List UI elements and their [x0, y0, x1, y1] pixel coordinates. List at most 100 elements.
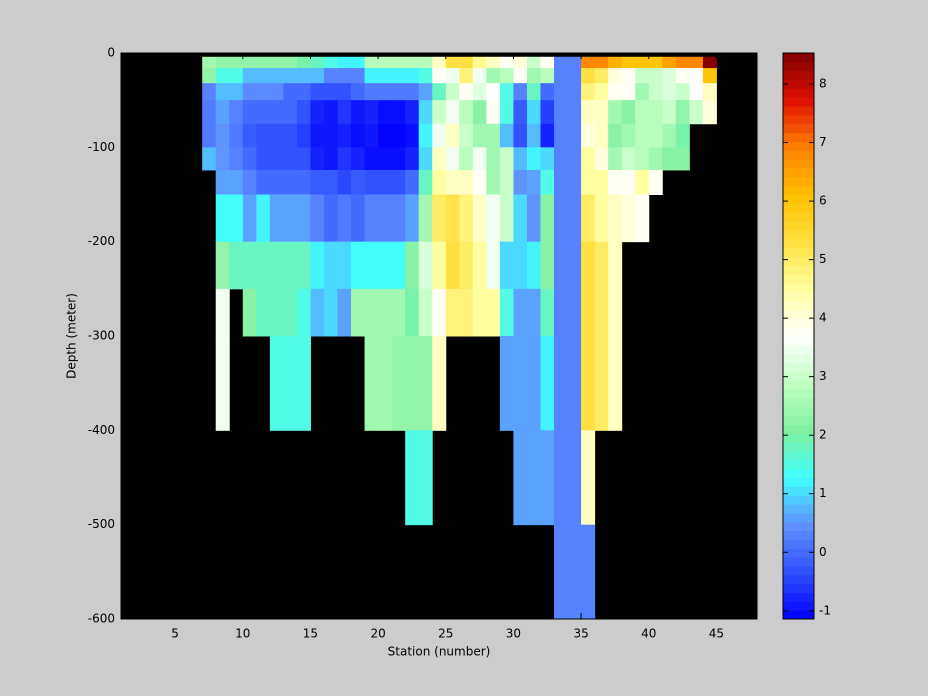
- cell: [675, 100, 690, 125]
- cell: [581, 430, 596, 526]
- cell: [675, 123, 690, 148]
- cell: [554, 288, 582, 337]
- cell: [405, 336, 420, 431]
- colorbar-step: [783, 238, 814, 249]
- cell: [594, 68, 609, 84]
- colorbar-step: [783, 114, 814, 125]
- cell: [242, 241, 257, 290]
- cell: [378, 288, 393, 337]
- cell: [229, 100, 244, 125]
- cell: [648, 56, 663, 69]
- cell: [554, 147, 582, 171]
- cell: [459, 147, 474, 171]
- cell: [283, 100, 298, 125]
- cell: [405, 68, 420, 84]
- cell: [391, 336, 406, 431]
- cell: [229, 83, 244, 101]
- cell: [310, 194, 325, 243]
- colorbar-step: [783, 495, 814, 505]
- colorbar-tick-label: -1: [819, 603, 831, 617]
- cell: [364, 83, 379, 101]
- colorbar-step: [783, 203, 814, 213]
- colorbar-step: [783, 450, 814, 461]
- colorbar-step: [783, 592, 814, 602]
- cell: [635, 169, 650, 195]
- cell: [608, 147, 623, 171]
- colorbar-step: [783, 565, 814, 576]
- cell: [283, 147, 298, 171]
- cell: [418, 194, 433, 243]
- cell: [418, 336, 433, 431]
- cell: [662, 56, 677, 69]
- cell: [675, 68, 690, 84]
- cell: [229, 123, 244, 148]
- cell: [445, 56, 460, 69]
- cell: [391, 100, 406, 125]
- cell: [621, 68, 636, 84]
- cell: [256, 68, 271, 84]
- colorbar-step: [783, 265, 814, 275]
- cell: [405, 100, 420, 125]
- cell: [242, 194, 257, 243]
- cell: [432, 288, 447, 337]
- cell: [323, 100, 339, 125]
- cell: [689, 83, 704, 101]
- cell: [202, 123, 217, 148]
- cell: [296, 169, 311, 195]
- cell: [351, 123, 366, 148]
- cell: [445, 241, 460, 290]
- colorbar-step: [783, 353, 814, 364]
- cell: [459, 56, 474, 69]
- cell: [269, 194, 284, 243]
- cell: [215, 123, 230, 148]
- cell: [364, 169, 379, 195]
- cell: [621, 147, 636, 171]
- cell: [608, 241, 623, 290]
- cell: [540, 100, 555, 125]
- cell: [323, 194, 339, 243]
- colorbar-step: [783, 221, 814, 231]
- colorbar-frame: [782, 52, 815, 620]
- cell: [594, 336, 609, 431]
- x-tick-label: 5: [171, 627, 179, 641]
- cell: [256, 56, 271, 69]
- cell: [283, 336, 298, 431]
- colorbar-step: [783, 459, 814, 470]
- cell: [364, 147, 379, 171]
- cell: [472, 147, 487, 171]
- colorbar-step: [783, 282, 814, 293]
- cell: [391, 68, 406, 84]
- cell: [513, 100, 528, 125]
- cell: [608, 56, 623, 69]
- cell: [323, 147, 339, 171]
- cell: [499, 100, 514, 125]
- cell: [594, 147, 609, 171]
- cell: [391, 169, 406, 195]
- cell: [540, 83, 555, 101]
- cell: [621, 83, 636, 101]
- cell: [594, 194, 609, 243]
- x-tick-label: 25: [438, 627, 453, 641]
- x-tick-label: 35: [573, 627, 588, 641]
- colorbar-step: [783, 539, 814, 549]
- cell: [405, 83, 420, 101]
- colorbar-step: [783, 601, 814, 611]
- cell: [391, 123, 406, 148]
- colorbar-step: [783, 150, 814, 160]
- cell: [526, 68, 541, 84]
- cell: [445, 288, 460, 337]
- cell: [594, 83, 609, 101]
- cell: [635, 68, 650, 84]
- cell: [621, 100, 636, 125]
- cell: [554, 68, 582, 84]
- cell: [378, 169, 393, 195]
- colorbar-step: [783, 274, 814, 284]
- cell: [499, 336, 514, 431]
- cell: [269, 169, 284, 195]
- cell: [351, 56, 366, 69]
- cell: [391, 241, 406, 290]
- cell: [202, 147, 217, 171]
- cell: [472, 288, 487, 337]
- cell: [378, 83, 393, 101]
- cell: [581, 524, 596, 620]
